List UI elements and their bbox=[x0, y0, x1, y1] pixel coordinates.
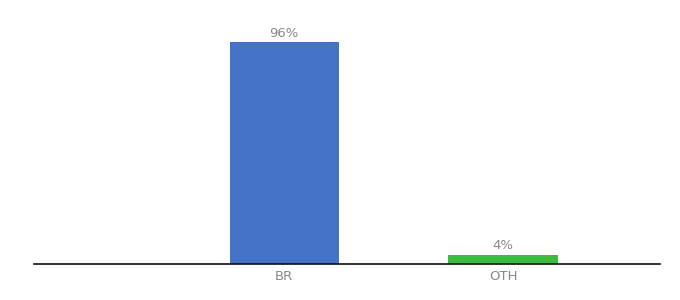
Bar bbox=[449, 255, 558, 264]
Text: 96%: 96% bbox=[269, 27, 299, 40]
Text: 4%: 4% bbox=[493, 239, 513, 252]
Bar bbox=[230, 43, 339, 264]
